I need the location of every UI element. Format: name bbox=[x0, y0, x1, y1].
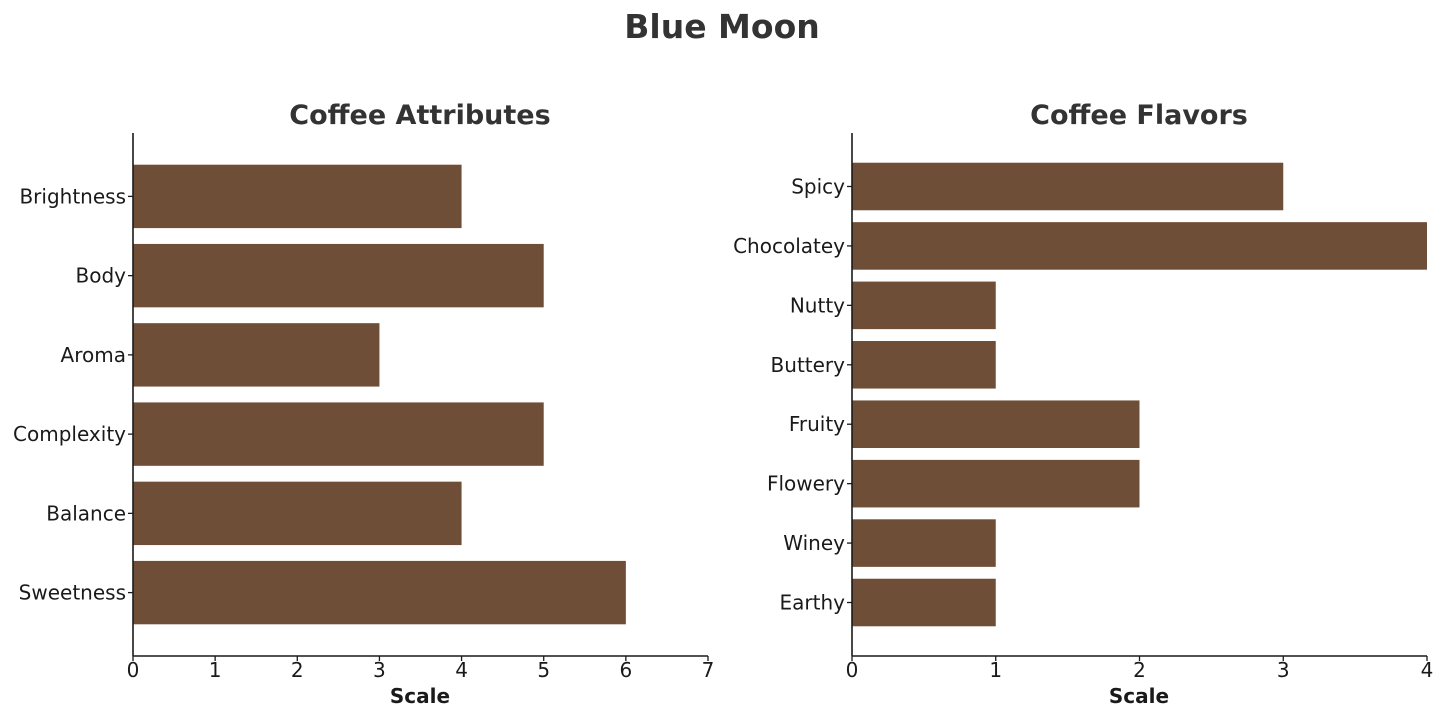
flavors-y-tick-label: Fruity bbox=[789, 412, 845, 436]
attributes-bar-body bbox=[133, 243, 544, 308]
attributes-bar-sweetness bbox=[133, 560, 626, 625]
attributes-y-tick-label: Sweetness bbox=[19, 581, 126, 605]
attributes-x-tick-label: 2 bbox=[291, 658, 304, 682]
attributes-chart-title: Coffee Attributes bbox=[289, 100, 550, 131]
attributes-x-tick-label: 1 bbox=[209, 658, 222, 682]
attributes-y-tick-label: Balance bbox=[46, 501, 126, 525]
flavors-y-tick-label: Buttery bbox=[771, 353, 846, 377]
flavors-x-tick-label: 0 bbox=[846, 658, 859, 682]
flavors-x-tick-label: 3 bbox=[1277, 658, 1290, 682]
flavors-y-tick-label: Winey bbox=[783, 531, 845, 555]
flavors-bars bbox=[852, 162, 1427, 627]
attributes-x-tick-label: 0 bbox=[127, 658, 140, 682]
attributes-y-tick-label: Body bbox=[76, 264, 127, 288]
flavors-x-tick-label: 1 bbox=[989, 658, 1002, 682]
flavors-bar-flowery bbox=[852, 459, 1140, 508]
attributes-bar-aroma bbox=[133, 323, 380, 387]
flavors-bar-nutty bbox=[852, 281, 996, 330]
attributes-y-ticks: Brightness Body Aroma Complexity Balance Swee… bbox=[13, 184, 133, 605]
flavors-bar-chocolatey bbox=[852, 222, 1427, 270]
flavors-bar-winey bbox=[852, 519, 996, 567]
attributes-bar-complexity bbox=[133, 402, 544, 466]
flavors-x-tick-label: 2 bbox=[1133, 658, 1146, 682]
flavors-y-tick-label: Nutty bbox=[790, 293, 845, 317]
attributes-x-tick-label: 4 bbox=[455, 658, 468, 682]
attributes-x-axis-label: Scale bbox=[390, 684, 450, 708]
attributes-x-ticks: 0 1 2 3 4 5 6 7 bbox=[127, 656, 715, 682]
attributes-x-tick-label: 7 bbox=[702, 658, 715, 682]
flavors-x-axis-label: Scale bbox=[1109, 684, 1169, 708]
flavors-x-ticks: 0 1 2 3 4 bbox=[846, 656, 1434, 682]
flavors-y-tick-label: Flowery bbox=[767, 472, 845, 496]
flavors-y-tick-label: Spicy bbox=[791, 174, 845, 198]
attributes-x-tick-label: 5 bbox=[537, 658, 550, 682]
attributes-y-tick-label: Aroma bbox=[61, 343, 126, 367]
attributes-chart: Coffee Attributes Brightness Body Aroma Com… bbox=[13, 100, 714, 708]
flavors-bar-buttery bbox=[852, 341, 996, 389]
flavors-bar-spicy bbox=[852, 162, 1284, 211]
flavors-chart: Coffee Flavors Spicy Chocolatey Nutty Butte… bbox=[733, 100, 1433, 708]
attributes-x-tick-label: 6 bbox=[619, 658, 632, 682]
attributes-bar-balance bbox=[133, 481, 462, 546]
flavors-y-tick-label: Earthy bbox=[780, 591, 846, 615]
attributes-y-tick-label: Brightness bbox=[19, 184, 126, 208]
flavors-chart-title: Coffee Flavors bbox=[1030, 100, 1248, 131]
flavors-y-tick-label: Chocolatey bbox=[733, 234, 845, 258]
attributes-y-tick-label: Complexity bbox=[13, 422, 126, 446]
flavors-x-tick-label: 4 bbox=[1421, 658, 1434, 682]
flavors-bar-fruity bbox=[852, 400, 1140, 448]
figure-title: Blue Moon bbox=[624, 7, 820, 46]
attributes-x-tick-label: 3 bbox=[373, 658, 386, 682]
attributes-bars bbox=[133, 164, 626, 625]
flavors-bar-earthy bbox=[852, 578, 996, 627]
flavors-y-ticks: Spicy Chocolatey Nutty Buttery Fruity Flowery… bbox=[733, 174, 852, 615]
attributes-bar-brightness bbox=[133, 164, 462, 229]
